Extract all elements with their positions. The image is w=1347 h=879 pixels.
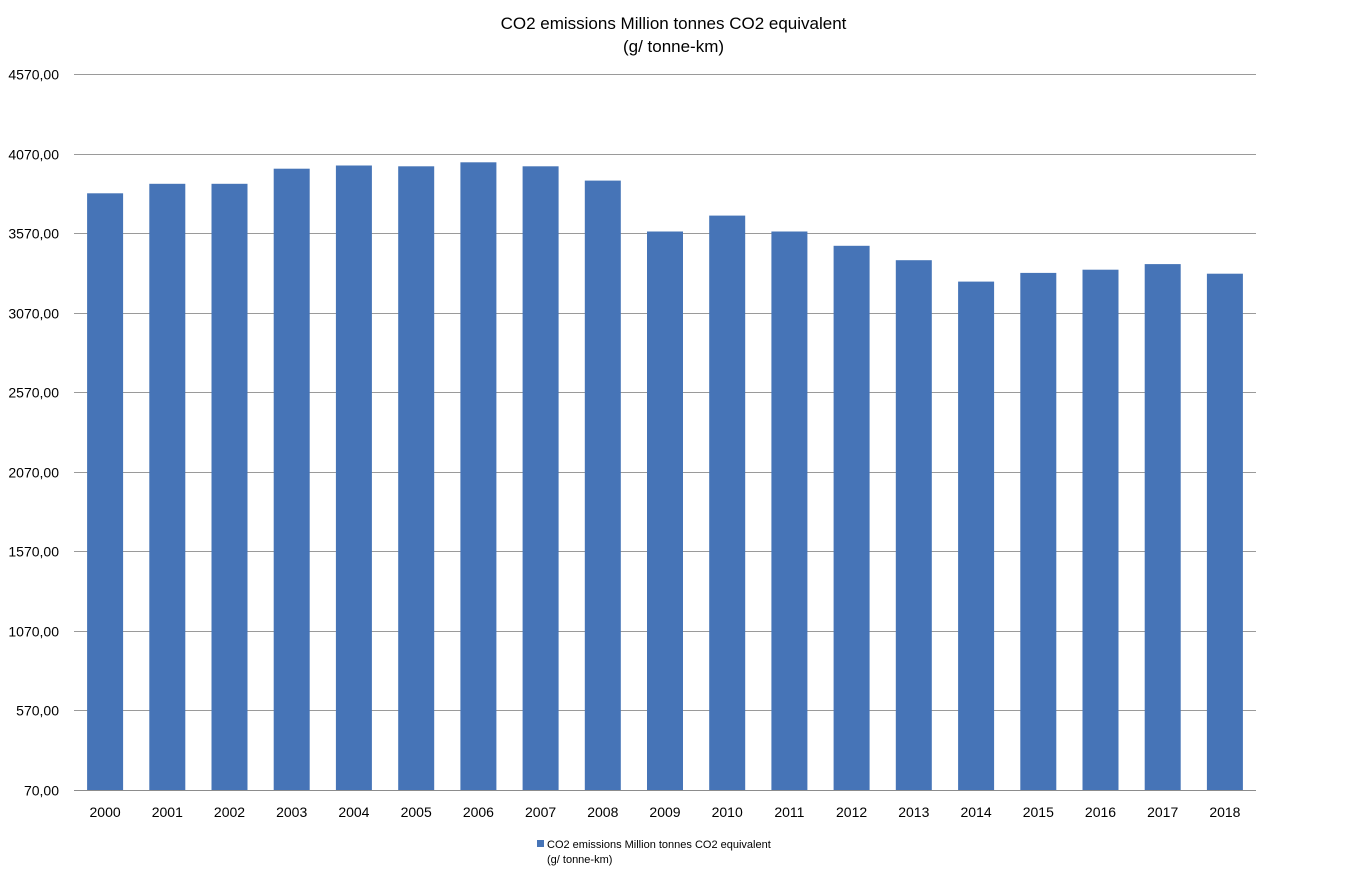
bar (460, 162, 497, 791)
x-tick-label: 2012 (836, 804, 867, 820)
x-tick-label: 2018 (1209, 804, 1240, 820)
bar (1144, 264, 1181, 791)
bar (1206, 273, 1243, 790)
bar (584, 180, 621, 791)
bar (647, 231, 683, 790)
x-tick-label: 2015 (1023, 804, 1054, 820)
x-tick-label: 2011 (774, 804, 804, 820)
y-tick-label: 1070,00 (8, 624, 59, 640)
legend-label: CO2 emissions Million tonnes CO2 equival… (547, 839, 771, 851)
legend: CO2 emissions Million tonnes CO2 equival… (537, 838, 771, 868)
x-tick-label: 2000 (90, 804, 121, 820)
x-tick-label: 2004 (338, 804, 369, 820)
x-tick-label: 2013 (898, 804, 929, 820)
y-tick-label: 570,00 (16, 703, 59, 719)
x-tick-label: 2001 (152, 804, 183, 820)
bar (149, 183, 186, 791)
legend-label-continued: (g/ tonne-km) (547, 854, 613, 866)
bar (87, 193, 124, 791)
x-tick-label: 2003 (276, 804, 307, 820)
bar (522, 166, 559, 791)
x-tick-label: 2009 (649, 804, 680, 820)
x-tick-label: 2017 (1147, 804, 1178, 820)
y-tick-label: 70,00 (24, 783, 59, 799)
y-tick-label: 2570,00 (8, 385, 59, 401)
bar (273, 168, 310, 790)
x-tick-label: 2006 (463, 804, 494, 820)
bar (895, 260, 932, 790)
y-tick-label: 1570,00 (8, 544, 59, 560)
x-tick-label: 2016 (1085, 804, 1116, 820)
x-tick-label: 2005 (401, 804, 432, 820)
y-tick-label: 3570,00 (8, 226, 59, 242)
x-tick-label: 2008 (587, 804, 618, 820)
x-tick-label: 2010 (712, 804, 743, 820)
bar (1020, 272, 1057, 790)
bar (958, 281, 995, 790)
chart-title-line: CO2 emissions Million tonnes CO2 equival… (500, 14, 847, 33)
bar (398, 166, 435, 791)
bar (771, 231, 808, 790)
bar (709, 215, 746, 791)
bar (211, 183, 248, 791)
bar (335, 165, 372, 790)
y-tick-label: 4570,00 (8, 67, 59, 83)
x-tick-label: 2014 (961, 804, 992, 820)
bar (833, 245, 870, 791)
y-tick-label: 2070,00 (8, 465, 59, 481)
x-tick-label: 2002 (214, 804, 245, 820)
chart-subtitle-line: (g/ tonne-km) (622, 37, 725, 56)
chart-title: CO2 emissions Million tonnes CO2 equival… (0, 12, 1347, 58)
x-tick-label: 2007 (525, 804, 556, 820)
legend-swatch (537, 840, 544, 847)
y-tick-label: 4070,00 (8, 147, 59, 163)
bar (1082, 269, 1119, 790)
y-tick-label: 3070,00 (8, 306, 59, 322)
